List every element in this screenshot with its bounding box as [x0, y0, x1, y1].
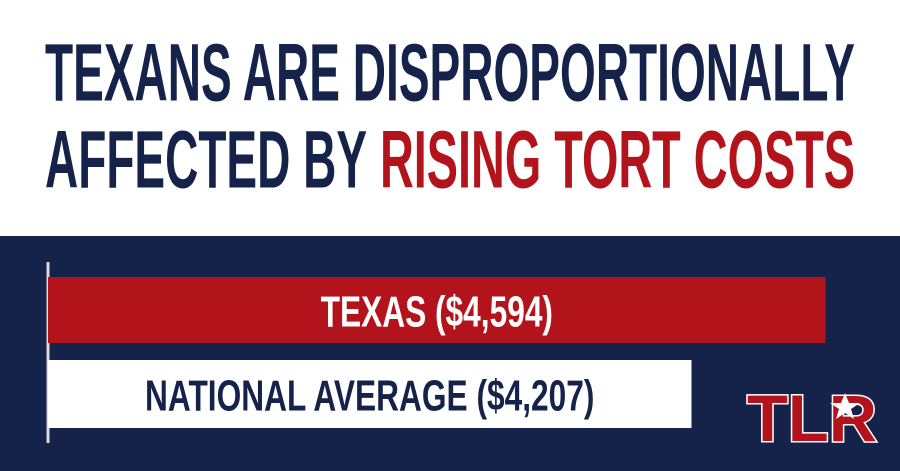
- logo-text: TLR: [747, 381, 877, 455]
- bar: [48, 360, 692, 428]
- title-line: AFFECTED BY: [45, 115, 367, 206]
- bar-label-group: TEXAS ($4,594): [321, 287, 553, 336]
- logo: TLR: [746, 380, 879, 457]
- title-highlight: RISING TORT COSTS: [380, 115, 855, 206]
- bar-label: NATIONAL AVERAGE ($4,207): [145, 371, 594, 420]
- logo-star: [830, 393, 860, 419]
- bar-label: TEXAS ($4,594): [321, 287, 553, 336]
- title-line: TEXANS ARE DISPROPORTIONALLY: [45, 28, 855, 119]
- bar-label-group: NATIONAL AVERAGE ($4,207): [145, 371, 594, 420]
- chart-panel: [0, 236, 900, 471]
- title-panel: [0, 0, 900, 236]
- bar: [48, 277, 826, 343]
